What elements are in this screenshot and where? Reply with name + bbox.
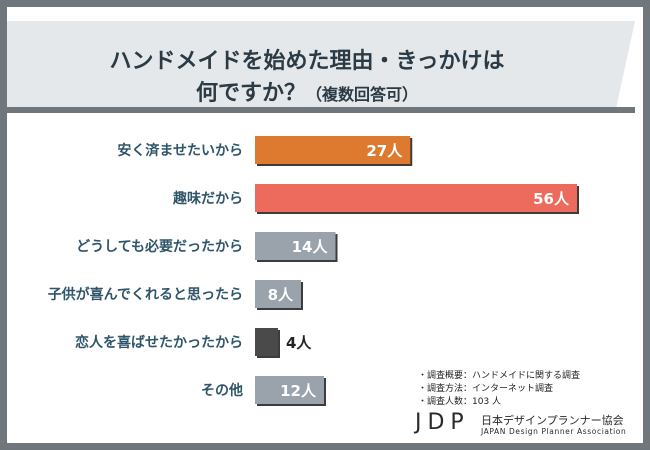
- chart-title-line1: ハンドメイドを始めた理由・きっかけは: [109, 49, 505, 74]
- value-label: 4人: [286, 334, 312, 352]
- logo-name-ja: 日本デザインプランナー協会: [481, 414, 624, 427]
- category-label: 子供が喜んでくれると思ったら: [48, 286, 243, 303]
- logo-mark: JDP: [415, 410, 470, 435]
- value-label: 27人: [366, 142, 403, 160]
- survey-note: ・調査人数：103 人: [418, 397, 502, 407]
- bar: [255, 280, 301, 308]
- category-label: 恋人を喜ばせたかったから: [75, 334, 243, 351]
- bar: [255, 136, 411, 164]
- value-label: 8人: [268, 286, 294, 304]
- survey-note: ・調査方法：インターネット調査: [418, 384, 554, 394]
- bar: [255, 232, 336, 260]
- chart-title-line2: 何ですか？（複数回答可）: [7, 75, 607, 107]
- chart-title-sub: （複数回答可）: [306, 85, 419, 104]
- category-label: 趣味だから: [172, 190, 243, 207]
- title-band: ハンドメイドを始めた理由・きっかけは 何ですか？（複数回答可）: [7, 21, 643, 113]
- value-label: 12人: [280, 382, 317, 400]
- card-frame: ハンドメイドを始めた理由・きっかけは 何ですか？（複数回答可） 安く済ませたいか…: [7, 7, 643, 443]
- category-label: どうしても必要だったから: [76, 238, 243, 255]
- title-band-shape: [7, 21, 635, 113]
- category-label: その他: [201, 382, 243, 399]
- survey-note: ・調査概要：ハンドメイドに関する調査: [418, 371, 581, 381]
- value-label: 56人: [533, 190, 570, 208]
- bar: [255, 376, 324, 404]
- survey-notes: ・調査概要：ハンドメイドに関する調査 ・調査方法：インターネット調査 ・調査人数…: [418, 370, 580, 409]
- bar: [255, 184, 577, 212]
- category-label: 安く済ませたいから: [117, 142, 243, 159]
- logo-name-en: JAPAN Design Planner Association: [481, 427, 627, 436]
- bar: [255, 328, 278, 356]
- value-label: 14人: [292, 238, 329, 256]
- chart-title-main: 何ですか？: [195, 81, 306, 106]
